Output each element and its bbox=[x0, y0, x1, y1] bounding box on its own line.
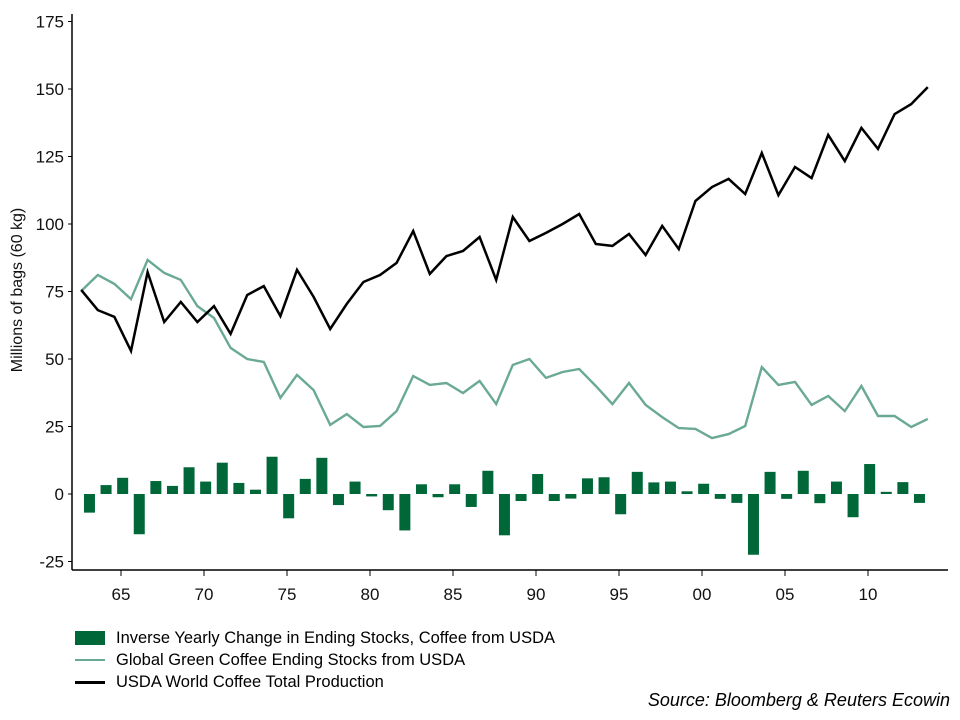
x-tick-label: 75 bbox=[278, 585, 297, 604]
bar bbox=[631, 471, 643, 494]
bar bbox=[216, 462, 228, 494]
bar bbox=[349, 481, 361, 494]
y-axis-label: Millions of bags (60 kg) bbox=[9, 208, 26, 373]
y-tick-label: 0 bbox=[55, 485, 64, 504]
bar bbox=[897, 482, 909, 494]
bar bbox=[747, 494, 759, 555]
legend-item-inverse-change: Inverse Yearly Change in Ending Stocks, … bbox=[75, 627, 555, 649]
y-tick-label: 100 bbox=[36, 215, 64, 234]
x-tick-label: 85 bbox=[444, 585, 463, 604]
bar bbox=[880, 491, 892, 494]
bar bbox=[299, 478, 311, 494]
bar bbox=[100, 485, 112, 494]
bar bbox=[664, 481, 676, 494]
bar bbox=[864, 464, 876, 494]
bar bbox=[913, 494, 925, 503]
bar bbox=[797, 470, 809, 494]
bar bbox=[515, 494, 527, 502]
bar bbox=[781, 494, 793, 499]
line-series bbox=[80, 86, 929, 440]
source-note: Source: Bloomberg & Reuters Ecowin bbox=[647, 690, 950, 710]
x-tick-label: 10 bbox=[859, 585, 878, 604]
legend-item-ending-stocks: Global Green Coffee Ending Stocks from U… bbox=[75, 649, 555, 671]
legend-swatch-black-line bbox=[75, 680, 105, 684]
bar bbox=[615, 494, 627, 515]
bar bbox=[581, 478, 593, 494]
x-tick-label: 90 bbox=[527, 585, 546, 604]
bar bbox=[332, 494, 344, 506]
bar bbox=[382, 494, 394, 511]
y-tick-label: 175 bbox=[36, 13, 64, 32]
x-tick-label: 00 bbox=[693, 585, 712, 604]
bar bbox=[532, 474, 544, 494]
legend-label: USDA World Coffee Total Production bbox=[116, 673, 384, 691]
legend-label: Inverse Yearly Change in Ending Stocks, … bbox=[116, 629, 556, 647]
bar bbox=[283, 494, 295, 519]
bar bbox=[316, 457, 328, 494]
y-tick-label: -25 bbox=[39, 553, 64, 572]
bar bbox=[482, 470, 494, 494]
x-tick-label: 05 bbox=[776, 585, 795, 604]
bar bbox=[266, 456, 278, 494]
y-tick-label: 125 bbox=[36, 148, 64, 167]
line-production bbox=[80, 86, 929, 355]
bar bbox=[498, 494, 510, 536]
y-tick-label: 50 bbox=[45, 350, 64, 369]
y-tick-label: 25 bbox=[45, 418, 64, 437]
legend-item-production: USDA World Coffee Total Production bbox=[75, 671, 555, 693]
bar bbox=[233, 482, 245, 494]
bar bbox=[415, 484, 427, 494]
x-tick-label: 80 bbox=[361, 585, 380, 604]
bar bbox=[465, 494, 477, 507]
bar bbox=[830, 481, 842, 494]
bar bbox=[698, 483, 710, 494]
bar bbox=[814, 494, 826, 504]
axes: 175 150 125 100 75 50 25 0 -25 65 70 75 80 85 90 95 00 05… bbox=[36, 13, 948, 604]
legend: Inverse Yearly Change in Ending Stocks, … bbox=[75, 627, 555, 693]
line-ending-stocks bbox=[80, 257, 929, 440]
bar bbox=[565, 494, 577, 499]
bar bbox=[366, 494, 378, 497]
legend-label: Global Green Coffee Ending Stocks from U… bbox=[116, 651, 466, 669]
chart-area: 175 150 125 100 75 50 25 0 -25 65 70 75 80 85 90 95 00 05… bbox=[9, 13, 948, 604]
bar bbox=[183, 467, 195, 494]
bar bbox=[764, 471, 776, 494]
bar bbox=[166, 485, 178, 494]
bar bbox=[83, 494, 95, 513]
bar bbox=[117, 477, 129, 494]
bar bbox=[548, 494, 560, 502]
bar bbox=[847, 494, 859, 518]
bar bbox=[432, 494, 444, 498]
bar bbox=[648, 482, 660, 494]
bar bbox=[598, 477, 610, 494]
legend-swatch-green-line bbox=[75, 659, 105, 661]
y-tick-label: 150 bbox=[36, 80, 64, 99]
bar bbox=[399, 494, 411, 531]
bar bbox=[449, 484, 461, 494]
bar bbox=[731, 494, 743, 503]
x-tick-label: 65 bbox=[112, 585, 131, 604]
bar bbox=[200, 481, 212, 494]
bar bbox=[133, 494, 145, 535]
legend-swatch-bar bbox=[75, 631, 105, 645]
y-tick-label: 75 bbox=[45, 283, 64, 302]
bar bbox=[150, 481, 162, 494]
x-tick-label: 95 bbox=[610, 585, 629, 604]
bar-series bbox=[83, 456, 925, 555]
bar bbox=[681, 491, 693, 494]
x-tick-label: 70 bbox=[195, 585, 214, 604]
bar bbox=[249, 489, 261, 494]
bar bbox=[714, 494, 726, 499]
